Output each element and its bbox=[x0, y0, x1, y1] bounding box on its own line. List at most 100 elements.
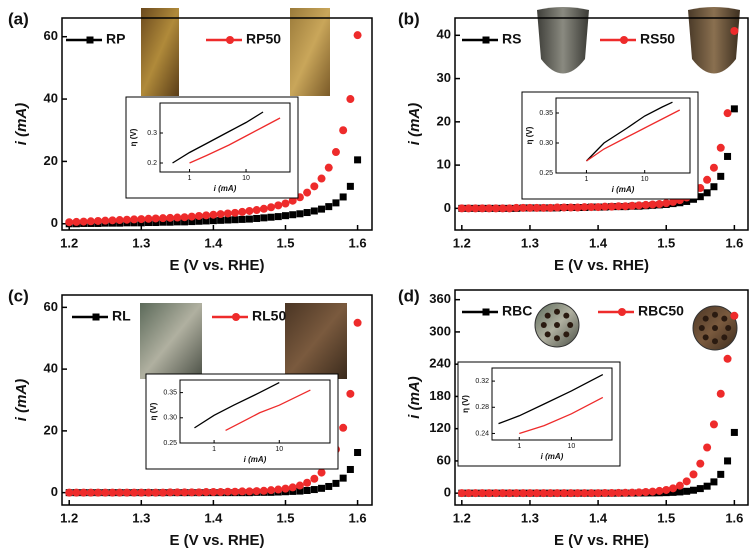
data-point bbox=[710, 164, 718, 172]
y-tick-label: 0 bbox=[444, 485, 451, 500]
x-tick-label: 1.2 bbox=[453, 510, 471, 525]
data-point bbox=[717, 471, 724, 478]
data-point bbox=[655, 200, 663, 208]
data-point bbox=[202, 488, 210, 496]
legend-label: RL bbox=[112, 308, 131, 324]
data-point bbox=[696, 460, 704, 468]
inset-y-tick-label: 0.25 bbox=[163, 440, 177, 447]
data-point bbox=[553, 489, 561, 497]
data-point bbox=[101, 217, 109, 225]
legend-label: RP50 bbox=[246, 31, 281, 47]
inset-x-title: i (mA) bbox=[244, 455, 267, 464]
y-tick-label: 10 bbox=[437, 157, 451, 172]
sample-hole bbox=[712, 325, 718, 331]
x-tick-label: 1.6 bbox=[349, 510, 367, 525]
data-point bbox=[465, 204, 473, 212]
y-tick-label: 30 bbox=[437, 70, 451, 85]
data-point bbox=[704, 483, 711, 490]
panel-label: (a) bbox=[8, 9, 29, 28]
data-point bbox=[101, 489, 109, 497]
data-point bbox=[703, 176, 711, 184]
sample-photo bbox=[290, 8, 330, 96]
figure: 1.21.31.41.51.60204060E (V vs. RHE)i (mA… bbox=[0, 0, 754, 553]
data-point bbox=[289, 211, 296, 218]
inset-x-tick-label: 1 bbox=[212, 446, 216, 453]
inset-y-title: η (V) bbox=[129, 128, 138, 146]
data-point bbox=[145, 215, 153, 223]
y-tick-label: 20 bbox=[44, 153, 58, 168]
inset-y-tick-label: 0.3 bbox=[147, 130, 157, 137]
y-axis-title: i (mA) bbox=[13, 379, 30, 422]
data-point bbox=[730, 27, 738, 35]
data-point bbox=[615, 489, 623, 497]
data-point bbox=[224, 209, 232, 217]
inset-y-title: η (V) bbox=[149, 402, 158, 420]
data-point bbox=[574, 204, 582, 212]
data-point bbox=[65, 218, 73, 226]
data-point bbox=[173, 214, 181, 222]
data-point bbox=[492, 489, 500, 497]
data-point bbox=[145, 489, 153, 497]
data-point bbox=[354, 31, 362, 39]
legend-marker bbox=[232, 313, 240, 321]
data-point bbox=[245, 207, 253, 215]
data-point bbox=[246, 216, 253, 223]
data-point bbox=[485, 204, 493, 212]
sample-photo bbox=[141, 8, 179, 96]
inset-y-tick-label: 0.30 bbox=[539, 140, 553, 147]
data-point bbox=[499, 489, 507, 497]
data-point bbox=[533, 204, 541, 212]
sample-hole bbox=[541, 322, 547, 328]
x-tick-label: 1.4 bbox=[204, 510, 223, 525]
data-point bbox=[260, 214, 267, 221]
y-tick-label: 60 bbox=[44, 28, 58, 43]
data-point bbox=[281, 200, 289, 208]
inset-y-tick-label: 0.28 bbox=[475, 404, 489, 411]
data-point bbox=[621, 489, 629, 497]
data-point bbox=[195, 488, 203, 496]
data-point bbox=[268, 214, 275, 221]
data-point bbox=[683, 477, 691, 485]
data-point bbox=[594, 203, 602, 211]
data-point bbox=[621, 202, 629, 210]
data-point bbox=[601, 489, 609, 497]
data-point bbox=[108, 489, 116, 497]
y-tick-label: 300 bbox=[429, 323, 451, 338]
data-point bbox=[253, 215, 260, 222]
data-point bbox=[94, 217, 102, 225]
data-point bbox=[676, 482, 684, 490]
inset-x-tick-label: 10 bbox=[568, 443, 576, 450]
data-point bbox=[458, 489, 466, 497]
data-point bbox=[580, 489, 588, 497]
data-point bbox=[87, 489, 95, 497]
data-point bbox=[274, 201, 282, 209]
legend-marker bbox=[226, 36, 234, 44]
y-tick-label: 40 bbox=[44, 361, 58, 376]
data-point bbox=[506, 489, 514, 497]
data-point bbox=[260, 487, 268, 495]
legend-marker bbox=[483, 309, 490, 316]
data-point bbox=[690, 487, 697, 494]
legend-label: RS bbox=[502, 31, 521, 47]
data-point bbox=[731, 429, 738, 436]
data-point bbox=[628, 202, 636, 210]
inset-y-title: η (V) bbox=[461, 395, 470, 413]
data-point bbox=[123, 489, 131, 497]
data-point bbox=[347, 466, 354, 473]
data-point bbox=[72, 218, 80, 226]
inset-y-tick-label: 0.35 bbox=[163, 389, 177, 396]
sample-hole bbox=[545, 313, 551, 319]
data-point bbox=[296, 482, 304, 490]
data-point bbox=[318, 206, 325, 213]
data-point bbox=[642, 488, 650, 496]
sample-photo bbox=[140, 303, 202, 379]
data-point bbox=[152, 489, 160, 497]
data-point bbox=[635, 488, 643, 496]
data-point bbox=[499, 204, 507, 212]
x-tick-label: 1.3 bbox=[132, 510, 150, 525]
inset-x-tick-label: 1 bbox=[584, 176, 588, 183]
x-tick-label: 1.4 bbox=[204, 235, 223, 250]
x-tick-label: 1.2 bbox=[60, 235, 78, 250]
data-point bbox=[354, 449, 361, 456]
data-point bbox=[519, 489, 527, 497]
